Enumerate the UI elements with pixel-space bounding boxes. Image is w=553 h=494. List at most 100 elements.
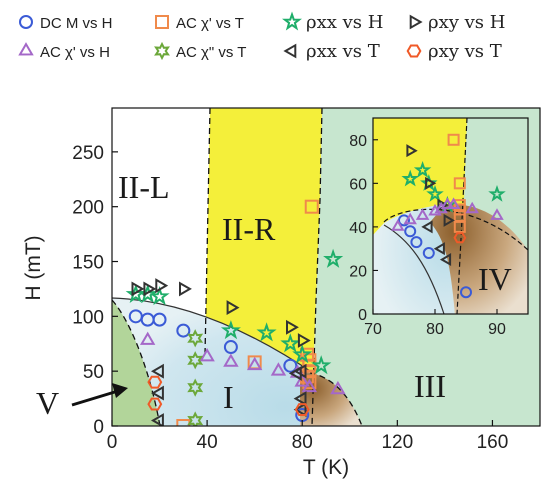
region-V-fill: [112, 300, 160, 426]
inset-data-point-rxx_h: [488, 185, 506, 202]
data-point-acchi1_t: [302, 375, 317, 390]
legend-marker-rxy_h: [409, 14, 423, 30]
inset-data-point-rxy_h: [425, 176, 437, 190]
inset-x-tick-label: 80: [426, 321, 444, 338]
data-point-dcm_h: [223, 340, 238, 355]
plot-frame: [111, 107, 541, 427]
y-axis-title: H (mT): [22, 235, 45, 300]
data-point-rxx_h: [220, 320, 241, 340]
x-tick-label: 80: [292, 432, 313, 453]
data-point-rxy_h: [226, 300, 240, 316]
legend-item-acchi1_h: AC χ' vs H: [18, 42, 110, 61]
data-point-acchi1_h: [199, 347, 215, 362]
legend-label-acchi1_t: AC χ' vs T: [176, 15, 244, 32]
data-point-acchi1_t: [176, 419, 191, 426]
y-tick-label: 200: [72, 198, 104, 219]
data-point-rxx_h: [256, 322, 277, 342]
inset-data-point-acchi1_h: [440, 197, 455, 209]
inset-data-point-dcm_h: [398, 214, 410, 227]
legend-label-dcm_h: DC M vs H: [40, 15, 113, 32]
inset-region-label-IV: IV: [478, 261, 512, 297]
data-point-rxy_h: [143, 281, 157, 297]
legend-marker-rxy_t: [406, 44, 422, 58]
x-tick-label: 0: [107, 432, 118, 453]
inset-x-tick-label: 70: [364, 321, 382, 338]
data-point-acchi1_h: [246, 356, 263, 371]
inset-data-point-acchi1_t: [453, 220, 466, 233]
data-point-dcm_h: [283, 358, 298, 373]
inset-data-markers: [391, 133, 506, 299]
data-point-rxx_h: [323, 248, 344, 268]
inset-data-point-rxy_h: [406, 144, 418, 158]
legend-marker-acchi1_t: [155, 15, 169, 29]
data-point-acchi2_t: [187, 378, 204, 397]
legend-marker-dcm_h: [19, 15, 33, 29]
region-label-I: I: [223, 379, 234, 415]
inset-data-point-acchi1_h: [446, 197, 461, 209]
inset-y-axis: 0 20 40 60 80: [349, 133, 378, 324]
x-tick-label: 120: [381, 432, 413, 453]
inset-data-point-acchi1_h: [391, 219, 405, 231]
region-label-II-R: II-R: [222, 211, 276, 247]
y-tick-label: 0: [93, 417, 104, 438]
x-axis: 0 40 80 120 160: [107, 420, 508, 453]
legend-item-rxx_h: ρxx vs H: [282, 11, 383, 33]
inset-x-tick-label: 90: [488, 321, 506, 338]
legend-marker-acchi1_h: [18, 42, 34, 56]
data-point-acchi1_h: [270, 362, 287, 376]
legend-marker-rxx_t: [283, 43, 297, 59]
inset-data-point-acchi1_h: [465, 201, 479, 214]
data-point-rxx_t: [150, 413, 164, 426]
legend-item-rxy_t: ρxy vs T: [406, 41, 502, 62]
legend-marker-rxx_h: [282, 11, 302, 31]
data-point-acchi2_t: [187, 351, 204, 370]
inset-data-point-dcm_h: [422, 247, 435, 260]
inset-data-point-rxx_h: [426, 185, 444, 202]
data-point-rxx_h: [280, 333, 301, 353]
data-point-acchi1_h: [301, 378, 318, 393]
inset-data-point-rxx_h: [401, 169, 419, 187]
data-point-acchi1_h: [294, 373, 310, 387]
inset-data-point-acchi1_t: [453, 203, 466, 216]
inset-data-point-acchi1_h: [415, 208, 430, 220]
x-axis-title: T (K): [303, 456, 349, 479]
legend: DC M vs H AC χ' vs T ρxx vs H ρxy vs H AC χ'…: [18, 11, 505, 62]
legend-item-rxx_t: ρxx vs T: [283, 41, 380, 62]
legend-item-dcm_h: DC M vs H: [19, 15, 113, 32]
boundary-II-L-II-R: [204, 107, 211, 356]
data-point-acchi1_h: [330, 380, 346, 395]
y-tick-label: 50: [83, 362, 104, 383]
region-II-R-fill: [205, 108, 322, 380]
data-point-dcm_h: [176, 323, 191, 338]
inset-data-point-acchi1_h: [403, 212, 417, 225]
data-point-rxx_t: [293, 363, 307, 379]
y-tick-label: 250: [72, 143, 104, 164]
inset-y-tick-label: 40: [349, 220, 367, 237]
data-point-rxx_t: [150, 363, 164, 379]
data-point-rxy_t: [147, 375, 163, 389]
data-point-rxx_t: [293, 402, 307, 418]
data-point-rxy_t: [147, 397, 163, 411]
y-axis: 0 50 100 150 200 250: [72, 143, 118, 438]
inset-data-point-acchi1_h: [490, 208, 504, 220]
inset-data-point-acchi1_t: [453, 177, 466, 190]
inset-data-point-rxy_h: [443, 213, 455, 227]
legend-label-acchi1_h: AC χ' vs H: [40, 44, 110, 61]
inset-plot: 70 80 90 0 20 40 60 80 IV: [349, 117, 529, 338]
data-point-rxy_t: [294, 403, 310, 416]
data-point-acchi2_t: [187, 329, 204, 348]
inset-data-point-dcm_h: [410, 236, 423, 249]
inset-data-point-acchi1_t: [447, 133, 460, 146]
legend-label-rxy_t: ρxy vs T: [428, 41, 502, 62]
inset-data-point-rxy_t: [453, 232, 467, 244]
legend-marker-acchi2_t: [154, 41, 170, 61]
data-point-rxx_t: [293, 391, 307, 407]
legend-label-rxx_t: ρxx vs T: [306, 41, 380, 62]
data-point-rxx_t: [150, 385, 164, 401]
inset-data-point-rxx_t: [433, 242, 445, 256]
inset-data-point-rxx_h: [413, 161, 432, 178]
data-point-acchi1_h: [139, 331, 156, 345]
legend-item-acchi2_t: AC χ" vs T: [154, 41, 246, 61]
data-point-rxy_h: [131, 281, 145, 297]
